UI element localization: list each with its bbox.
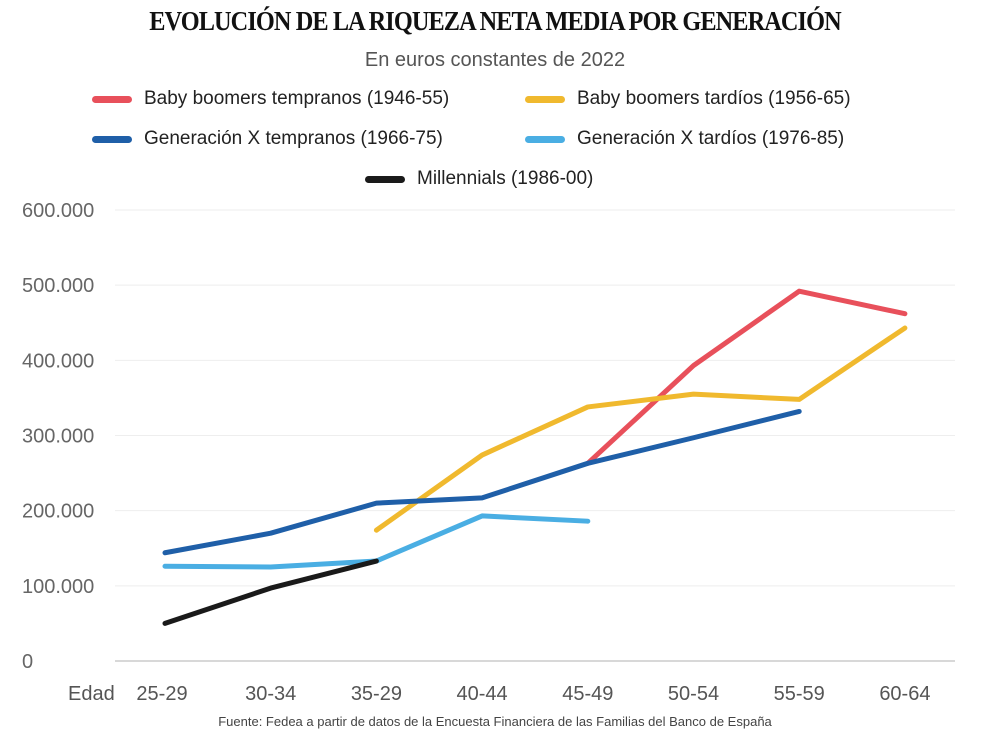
legend-swatch: [525, 95, 565, 103]
legend-item-millennials: Millennials (1986-00): [365, 168, 593, 190]
y-tick-label: 300.000: [22, 426, 94, 448]
series-line-1: [373, 325, 908, 533]
x-tick-label: 25-29: [136, 683, 187, 705]
chart-title: EVOLUCIÓN DE LA RIQUEZA NETA MEDIA POR G…: [149, 6, 841, 36]
legend-swatch: [92, 95, 132, 103]
legend-swatch: [525, 135, 565, 143]
legend-label: Millennials (1986-00): [417, 168, 594, 189]
chart-subtitle: En euros constantes de 2022: [364, 49, 626, 71]
series-line-2: [162, 408, 802, 556]
x-tick-label: 45-49: [562, 683, 613, 705]
legend-item-genx-tempranos: Generación X tempranos (1966-75): [92, 128, 443, 150]
legend-label: Generación X tardíos (1976-85): [577, 128, 845, 149]
legend-label: Baby boomers tardíos (1956-65): [577, 88, 851, 109]
legend-swatch: [365, 175, 405, 183]
legend-label: Baby boomers tempranos (1946-55): [144, 88, 450, 109]
x-axis-label: Edad: [68, 683, 115, 705]
x-tick-label: 50-54: [668, 683, 719, 705]
x-tick-label: 60-64: [879, 683, 930, 705]
source-note: Fuente: Fedea a partir de datos de la En…: [218, 714, 772, 729]
legend-item-genx-tardios: Generación X tardíos (1976-85): [525, 128, 844, 150]
x-tick-label: 35-29: [351, 683, 402, 705]
y-tick-label: 500.000: [22, 275, 94, 297]
y-tick-label: 200.000: [22, 501, 94, 523]
y-tick-label: 100.000: [22, 576, 94, 598]
y-tick-label: 0: [22, 651, 33, 673]
legend-swatch: [92, 135, 132, 143]
y-tick-label: 600.000: [22, 200, 94, 222]
legend-label: Generación X tempranos (1966-75): [144, 128, 443, 149]
legend-item-boomers-tempranos: Baby boomers tempranos (1946-55): [92, 88, 449, 110]
legend-item-boomers-tardios: Baby boomers tardíos (1956-65): [525, 88, 851, 110]
series-line-4: [162, 558, 379, 626]
x-tick-label: 30-34: [245, 683, 296, 705]
x-tick-label: 55-59: [774, 683, 825, 705]
y-tick-label: 400.000: [22, 350, 94, 372]
series-line-0: [585, 288, 908, 466]
x-tick-label: 40-44: [457, 683, 508, 705]
